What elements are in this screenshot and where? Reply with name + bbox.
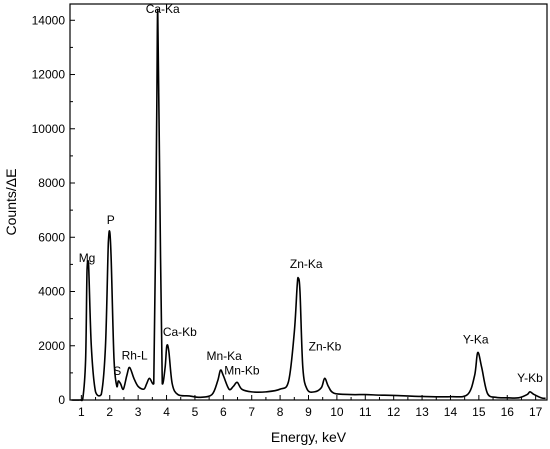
peak-label: Y-Kb: [517, 371, 543, 385]
x-tick-label: 3: [135, 405, 142, 419]
x-tick-label: 12: [387, 405, 401, 419]
x-tick-label: 8: [277, 405, 284, 419]
y-axis-ticks: 0 2000 4000 6000 8000 10000 12000 14000: [32, 13, 75, 407]
x-tick-label: 13: [415, 405, 429, 419]
x-tick-label: 7: [248, 405, 255, 419]
x-tick-label: 14: [444, 405, 458, 419]
y-tick-label: 14000: [32, 13, 66, 27]
peak-label: P: [107, 213, 115, 227]
y-tick-label: 12000: [32, 68, 66, 82]
x-axis-title: Energy, keV: [271, 429, 347, 445]
spectrum-line: [71, 8, 546, 402]
y-tick-label: 4000: [38, 285, 65, 299]
peak-label: Y-Ka: [463, 333, 489, 347]
x-tick-label: 5: [192, 405, 199, 419]
x-tick-label: 15: [472, 405, 486, 419]
x-tick-label: 4: [163, 405, 170, 419]
x-tick-label: 2: [106, 405, 113, 419]
y-tick-label: 8000: [38, 176, 65, 190]
y-axis-title: Counts/ΔE: [3, 169, 19, 236]
x-tick-label: 6: [220, 405, 227, 419]
y-tick-label: 2000: [38, 339, 65, 353]
peak-label: Zn-Ka: [290, 257, 323, 271]
x-axis-ticks: 1 2 3 4 5 6 7 8 9 10 11 12 13 14 15 16 17: [78, 395, 543, 419]
y-tick-label: 0: [58, 393, 65, 407]
peak-label: Mg: [79, 251, 96, 265]
x-tick-label: 10: [330, 405, 344, 419]
y-tick-label: 6000: [38, 230, 65, 244]
peak-label: Ca-Ka: [146, 2, 180, 16]
peak-label: Mn-Ka: [206, 349, 242, 363]
x-tick-label: 17: [529, 405, 543, 419]
peak-label: Mn-Kb: [224, 363, 260, 377]
peak-label: Ca-Kb: [163, 325, 197, 339]
x-tick-label: 1: [78, 405, 85, 419]
peak-label: S: [113, 364, 121, 378]
x-tick-label: 11: [359, 405, 372, 419]
peak-label: Zn-Kb: [309, 339, 342, 353]
x-tick-label: 16: [501, 405, 515, 419]
x-tick-label: 9: [305, 405, 312, 419]
y-tick-label: 10000: [32, 122, 66, 136]
peak-label: Rh-L: [122, 348, 148, 362]
